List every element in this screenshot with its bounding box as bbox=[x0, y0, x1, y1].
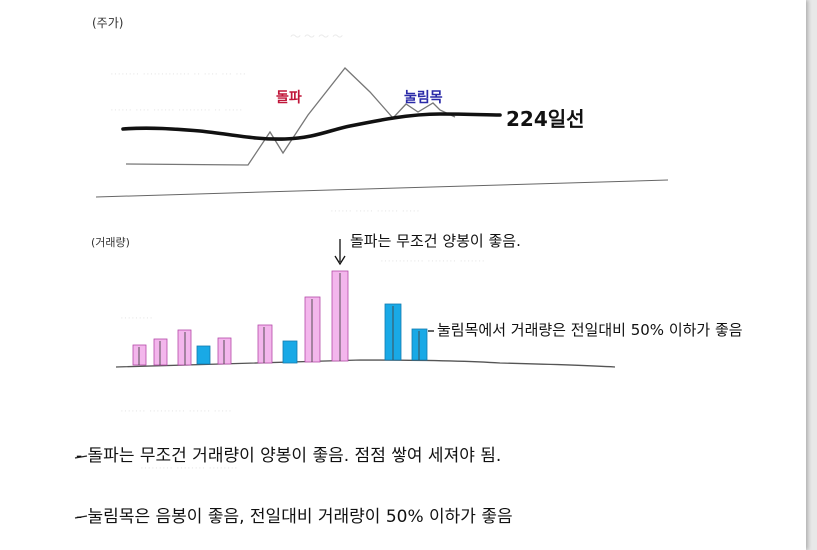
bullet-dash bbox=[74, 455, 88, 459]
volume-section-label: (거래량) bbox=[91, 236, 130, 249]
volume-bar-up bbox=[257, 324, 273, 364]
breakout-label: 돌파 bbox=[276, 90, 302, 106]
breakout-arrow bbox=[334, 239, 346, 266]
note-line-breakout: - 돌파는 무조건 거래량이 양봉이 좋음. 점점 쌓여 세져야 됨. bbox=[76, 446, 502, 466]
price-chart bbox=[95, 67, 669, 198]
volume-bar-down bbox=[282, 340, 298, 364]
pullback-label: 눌림목 bbox=[404, 90, 443, 106]
price-path bbox=[125, 67, 456, 166]
volume-baseline bbox=[115, 359, 616, 368]
pullback-volume-note: 눌림목에서 거래량은 전일대비 50% 이하가 좋음 bbox=[437, 321, 743, 339]
breakout-volume-note: 돌파는 무조건 양봉이 좋음. bbox=[350, 232, 521, 250]
volume-bar-up bbox=[153, 338, 168, 366]
volume-bar-up bbox=[177, 329, 192, 366]
volume-bar-down bbox=[411, 328, 428, 361]
note-line-pullback: - 눌림목은 음봉이 좋음, 전일대비 거래량이 50% 이하가 좋음 bbox=[76, 507, 513, 527]
volume-chart bbox=[115, 239, 616, 368]
ma-224-label: 224일선 bbox=[506, 107, 585, 131]
volume-bar-up bbox=[304, 296, 321, 363]
price-chart-baseline bbox=[95, 179, 669, 198]
volume-bar-up bbox=[132, 344, 147, 366]
bullet-dash bbox=[74, 515, 88, 519]
price-section-label: (주가) bbox=[92, 16, 124, 30]
ma-224-line bbox=[121, 112, 502, 141]
volume-bar-up bbox=[217, 337, 232, 365]
volume-bar-down bbox=[196, 345, 211, 365]
